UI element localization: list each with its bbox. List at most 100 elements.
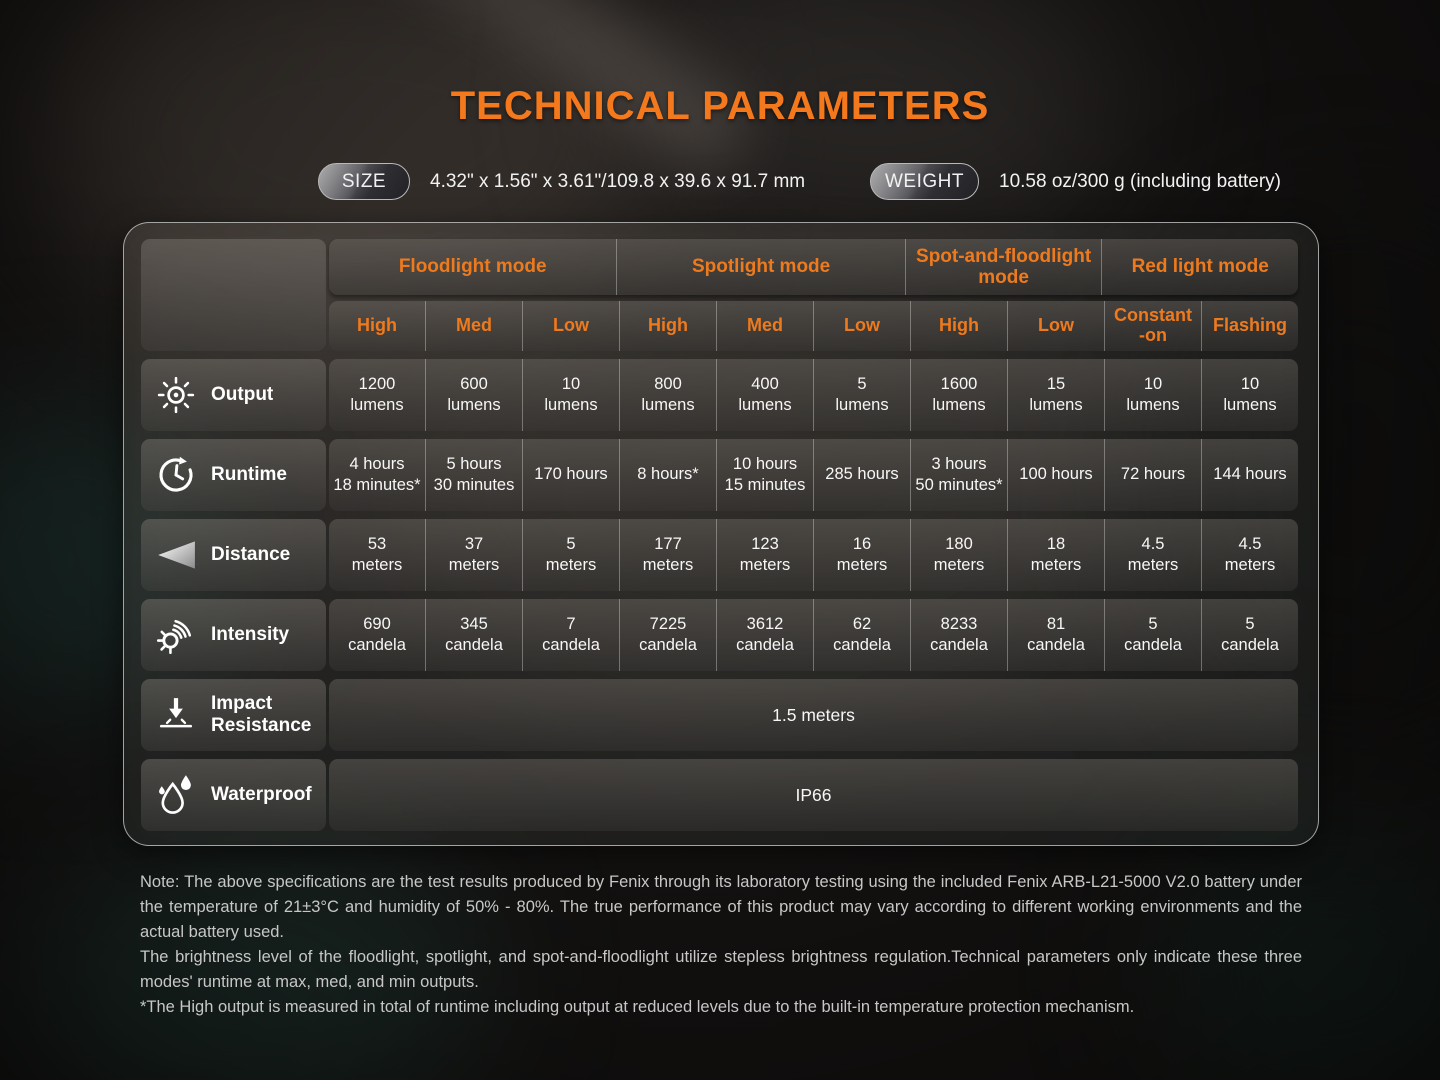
spec-row-output: Output 1200 lumens 600 lumens 10 lumens 800 lume… (141, 359, 1298, 431)
value-line: 1200 (358, 374, 396, 393)
weight-group: WEIGHT 10.58 oz/300 g (including battery… (870, 163, 1281, 200)
spec-cell: 81 candela (1007, 599, 1104, 671)
spec-cell: 7 candela (522, 599, 619, 671)
value-line: meters (1030, 556, 1082, 574)
value-line: candela (445, 636, 503, 654)
level-header-low: Low (522, 301, 619, 351)
level-header-flashing: Flashing (1201, 301, 1298, 351)
row-label-text: Runtime (211, 464, 287, 486)
weight-badge-label: WEIGHT (885, 170, 964, 192)
value-line: 18 minutes* (333, 476, 421, 494)
spec-row-runtime: Runtime 4 hours 18 minutes* 5 hours 30 minut… (141, 439, 1298, 511)
value-line: meters (1224, 556, 1276, 574)
header-spacer-cell (141, 239, 326, 351)
spec-cell: 8 hours* (619, 439, 716, 511)
spec-table-header: Floodlight mode Spotlight mode Spot-and-fl… (141, 239, 1298, 351)
row-label-waterproof: Waterproof (141, 759, 326, 831)
value-line: 4 hours (349, 454, 405, 473)
value-line: 4.5 (1141, 534, 1165, 553)
spec-cell: 37 meters (425, 519, 522, 591)
spec-cell: 5 meters (522, 519, 619, 591)
value-line: 600 (460, 374, 488, 393)
spec-cell: 5 candela (1201, 599, 1298, 671)
value-line: High (357, 315, 397, 336)
size-value: 4.32" x 1.56" x 3.61"/109.8 x 39.6 x 91.… (430, 170, 806, 192)
value-line: 345 (460, 614, 488, 633)
value-line: 3612 (746, 614, 784, 633)
value-line: lumens (1126, 396, 1180, 414)
size-badge: SIZE (318, 163, 410, 200)
note-paragraph: *The High output is measured in total of… (140, 998, 1135, 1016)
value-line: High (939, 315, 979, 336)
mode-header-strip: Floodlight mode Spotlight mode Spot-and-fl… (329, 239, 1298, 295)
row-values-runtime: 4 hours 18 minutes* 5 hours 30 minutes 170 h… (329, 439, 1298, 511)
spec-table-body: Output 1200 lumens 600 lumens 10 lumens 800 lume… (141, 359, 1298, 831)
spec-cell: 15 lumens (1007, 359, 1104, 431)
value-line: meters (545, 556, 597, 574)
value-line: 16 (852, 534, 872, 553)
row-label-text: Output (211, 384, 274, 406)
level-header-med: Med (716, 301, 813, 351)
impact-arrow-icon (154, 696, 198, 734)
spec-cell: 180 meters (910, 519, 1007, 591)
spec-cell: 144 hours (1201, 439, 1298, 511)
value-line: 8 hours* (637, 465, 699, 484)
value-line: High (648, 315, 688, 336)
value-line: Constant (1114, 305, 1192, 326)
spec-cell: 285 hours (813, 439, 910, 511)
spec-cell: 600 lumens (425, 359, 522, 431)
value-line: Low (844, 315, 880, 336)
weight-value: 10.58 oz/300 g (including battery) (999, 170, 1282, 192)
level-header-high: High (329, 301, 425, 351)
spec-cell-1-5-meters: 1.5 meters (772, 704, 855, 725)
value-line: lumens (447, 396, 501, 414)
spec-cell: 690 candela (329, 599, 425, 671)
value-line: 72 hours (1120, 465, 1186, 484)
level-header-high: High (619, 301, 716, 351)
spec-cell: 5 lumens (813, 359, 910, 431)
level-header-constant-on: Constant -on (1104, 301, 1201, 351)
page-title: TECHNICAL PARAMETERS (450, 84, 990, 128)
beam-distance-icon (154, 539, 198, 571)
spec-cell: 7225 candela (619, 599, 716, 671)
value-line: Med (456, 315, 492, 336)
value-line: 81 (1046, 614, 1066, 633)
spec-cell: 8233 candela (910, 599, 1007, 671)
spec-cell: 170 hours (522, 439, 619, 511)
spec-cell-ip66: IP66 (795, 784, 832, 805)
value-line: 62 (852, 614, 872, 633)
value-line: 144 hours (1213, 465, 1287, 484)
size-weight-line: SIZE 4.32" x 1.56" x 3.61"/109.8 x 39.6 … (0, 163, 1440, 203)
value-line: candela (348, 636, 406, 654)
clock-icon (154, 455, 198, 495)
row-values-impact-resistance: 1.5 meters (329, 679, 1298, 751)
level-header-low: Low (813, 301, 910, 351)
spec-row-impact-resistance: Impact Resistance 1.5 meters (141, 679, 1298, 751)
row-values-waterproof: IP66 (329, 759, 1298, 831)
spec-cell: 16 meters (813, 519, 910, 591)
header-right: Floodlight mode Spotlight mode Spot-and-fl… (329, 239, 1298, 351)
value-line: candela (736, 636, 794, 654)
value-line: candela (930, 636, 988, 654)
spec-row-distance: Distance 53 meters 37 meters 5 meters 177 meters… (141, 519, 1298, 591)
spec-row-waterproof: Waterproof IP66 (141, 759, 1298, 831)
value-line: 10 hours (732, 454, 798, 473)
row-label-text: Waterproof (211, 784, 312, 806)
spec-cell: 4.5 meters (1201, 519, 1298, 591)
value-line: 30 minutes (433, 476, 515, 494)
spec-cell: 345 candela (425, 599, 522, 671)
spec-cell: 10 lumens (522, 359, 619, 431)
value-line: lumens (544, 396, 598, 414)
sun-icon (154, 376, 198, 414)
value-line: 8233 (940, 614, 978, 633)
value-line: 18 (1046, 534, 1066, 553)
value-line: candela (542, 636, 600, 654)
value-line: 10 (561, 374, 581, 393)
value-line: Low (1038, 315, 1074, 336)
value-line: 5 (566, 534, 576, 553)
row-label-intensity: Intensity (141, 599, 326, 671)
value-line: meters (351, 556, 403, 574)
spec-cell: 10 hours 15 minutes (716, 439, 813, 511)
